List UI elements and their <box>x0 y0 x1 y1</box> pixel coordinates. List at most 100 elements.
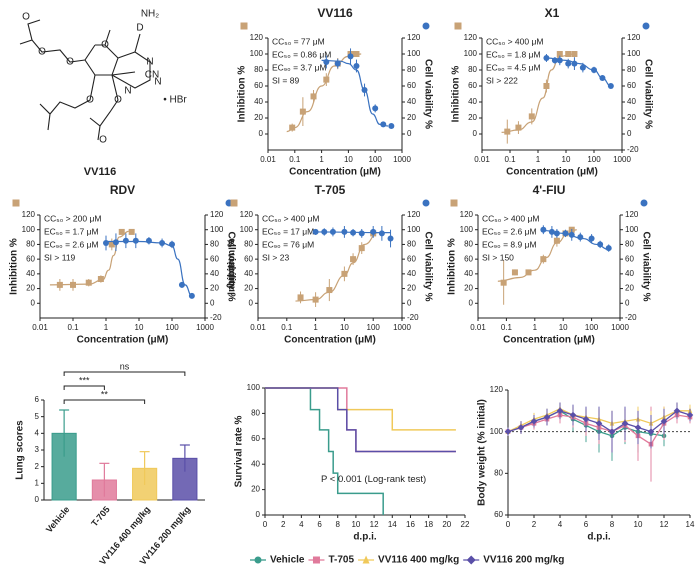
marker <box>673 407 681 415</box>
y2-axis-label: Cell viability % <box>422 231 433 301</box>
y-tick-label: 120 <box>464 33 478 42</box>
y-tick-label: 20 <box>26 284 35 293</box>
survival-line <box>265 387 456 431</box>
y-tick-label: 60 <box>468 81 477 90</box>
y2-tick-label: -20 <box>625 313 637 322</box>
y2-tick-label: 0 <box>210 298 215 307</box>
y-axis-label: Inhibition % <box>447 238 458 295</box>
y2-tick-label: 120 <box>210 210 224 219</box>
y-tick-label: 40 <box>251 459 260 468</box>
x-tick-label: 1000 <box>393 323 411 332</box>
marker <box>551 57 558 64</box>
x-tick-label: 1000 <box>196 323 214 332</box>
annotation: EC₅₀ = 17 μM <box>262 226 314 236</box>
annotation: EC₉₀ = 76 μM <box>262 239 314 249</box>
chart-title: T-705 <box>315 183 346 197</box>
y-tick-label: 2 <box>35 462 40 471</box>
x-tick-label: 0.01 <box>470 323 486 332</box>
y2-tick-label: 60 <box>210 254 219 263</box>
x-tick-label: 20 <box>442 520 451 529</box>
atom-label: N <box>124 86 131 97</box>
y-tick-label: 80 <box>244 240 253 249</box>
y-tick-label: 20 <box>254 113 263 122</box>
y-tick-label: 100 <box>460 225 474 234</box>
y-tick-label: 100 <box>240 225 254 234</box>
x-tick-label: 1 <box>319 155 324 164</box>
marker <box>565 51 572 57</box>
marker <box>12 199 20 207</box>
marker <box>370 228 377 235</box>
x-tick-label: 1000 <box>613 155 631 164</box>
x-tick-label: 1 <box>536 155 541 164</box>
y-tick-label: 40 <box>468 97 477 106</box>
annotation: EC₉₀ = 2.6 μM <box>44 239 99 249</box>
marker <box>341 228 348 235</box>
bond <box>111 71 136 76</box>
y2-tick-label: 80 <box>407 65 416 74</box>
y-tick-label: 80 <box>494 468 503 477</box>
survival-line <box>265 387 384 515</box>
y-tick-label: 120 <box>240 210 254 219</box>
chart-title: 4'-FIU <box>533 183 566 197</box>
x-tick-label: 8 <box>610 520 615 529</box>
marker <box>640 199 648 207</box>
marker <box>450 199 458 207</box>
marker <box>556 407 564 415</box>
compound-name: VV116 <box>84 166 116 178</box>
atom-label: • HBr <box>163 95 187 106</box>
marker <box>515 124 522 131</box>
marker <box>504 128 511 135</box>
y2-tick-label: 120 <box>407 33 421 42</box>
marker <box>108 241 115 248</box>
x-tick-label: 1 <box>533 323 538 332</box>
y2-tick-label: 100 <box>407 225 421 234</box>
marker <box>607 83 614 89</box>
marker <box>312 296 319 303</box>
atom-label: N <box>146 57 153 68</box>
bond <box>134 33 141 53</box>
annotation: CC₅₀ = 77 μM <box>272 36 325 46</box>
marker <box>341 270 348 277</box>
annotation: CC₅₀ > 400 μM <box>486 36 543 46</box>
y-tick-label: 60 <box>254 81 263 90</box>
y-axis-label: Inhibition % <box>227 238 238 295</box>
marker <box>511 269 518 276</box>
x-tick-label: 0.1 <box>67 323 79 332</box>
marker <box>85 279 92 286</box>
marker <box>70 281 76 288</box>
annotation: CC₅₀ > 400 μM <box>262 213 319 223</box>
x-axis-label: Concentration (μM) <box>503 335 595 346</box>
marker <box>380 121 387 128</box>
y2-axis-label: Cell viability % <box>642 59 653 129</box>
x-axis-label: d.p.i. <box>353 532 377 543</box>
y-axis-label: Inhibition % <box>237 66 248 123</box>
marker <box>540 256 547 263</box>
annotation: EC₉₀ = 4.5 μM <box>486 62 541 72</box>
y2-tick-label: 80 <box>625 240 634 249</box>
marker <box>299 108 306 115</box>
marker <box>334 60 341 67</box>
y-tick-label: 100 <box>490 427 504 436</box>
survival-line <box>265 387 456 453</box>
marker <box>321 228 328 235</box>
annotation: EC₅₀ = 1.8 μM <box>486 49 541 59</box>
ring-bond <box>111 51 151 89</box>
marker <box>169 241 175 248</box>
y-tick-label: 3 <box>35 445 40 454</box>
x-tick-label: 1 <box>104 323 109 332</box>
marker <box>588 235 595 242</box>
marker <box>530 417 538 425</box>
y-tick-label: 80 <box>464 240 473 249</box>
marker <box>128 228 135 235</box>
marker <box>556 51 563 57</box>
x-tick-label: 100 <box>369 155 383 164</box>
y-tick-label: 80 <box>251 409 260 418</box>
atom-label: O <box>38 47 46 58</box>
x-tick-label: 4 <box>299 520 304 529</box>
marker <box>504 428 512 435</box>
marker <box>145 237 152 244</box>
marker <box>556 57 563 64</box>
marker <box>387 235 394 242</box>
y-tick-label: 0 <box>35 495 40 504</box>
marker <box>388 123 395 129</box>
